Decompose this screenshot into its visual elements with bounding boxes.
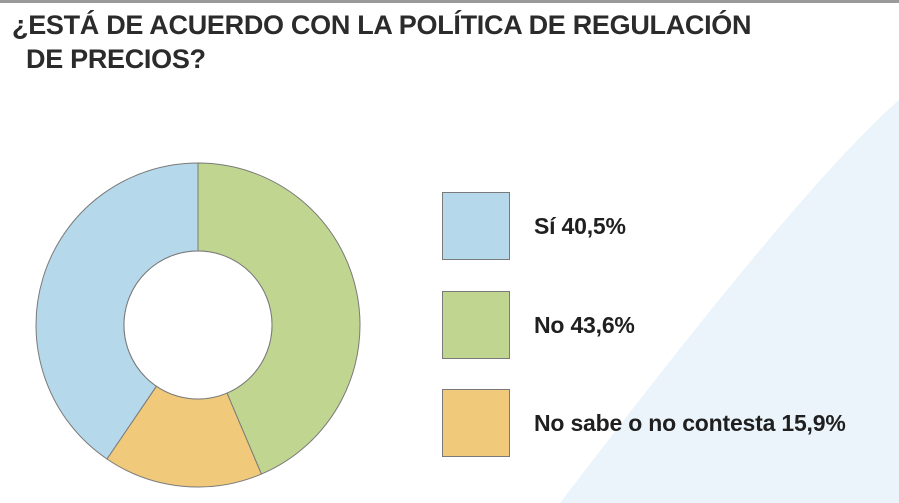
legend-label-ns-nc: No sabe o no contesta 15,9% xyxy=(534,410,846,436)
chart-title: ¿ESTÁ DE ACUERDO CON LA POLÍTICA DE REGU… xyxy=(12,8,752,76)
legend-item-si: Sí 40,5% xyxy=(442,192,882,262)
chart-title-line-1: ¿ESTÁ DE ACUERDO CON LA POLÍTICA DE REGU… xyxy=(12,10,752,40)
legend-item-ns-nc: No sabe o no contesta 15,9% xyxy=(442,389,882,459)
legend-swatch-si xyxy=(442,192,510,260)
donut-hole xyxy=(123,250,273,400)
legend-label-no: No 43,6% xyxy=(534,312,635,338)
chart-title-line-2: DE PRECIOS? xyxy=(26,44,206,74)
background-accent-shape xyxy=(560,100,899,503)
legend-swatch-ns-nc xyxy=(442,389,510,457)
legend-label-si: Sí 40,5% xyxy=(534,213,626,239)
legend-item-no: No 43,6% xyxy=(442,291,882,361)
top-rule xyxy=(0,0,899,3)
legend-swatch-no xyxy=(442,291,510,359)
